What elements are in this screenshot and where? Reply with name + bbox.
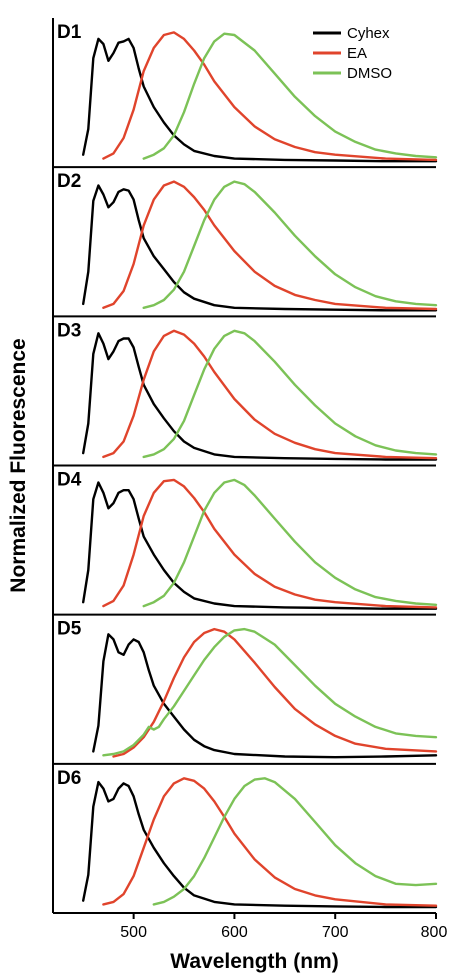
series-line-dmso-d1 xyxy=(142,32,438,160)
x-axis-title: Wavelength (nm) xyxy=(170,950,338,973)
panel-label: D1 xyxy=(57,22,82,43)
series-line-ea-d6 xyxy=(102,777,438,907)
series-line-ea-d5 xyxy=(112,627,438,758)
x-tick-label: 500 xyxy=(120,924,147,941)
series-line-cyhex-d6 xyxy=(82,780,438,909)
series-line-ea-d4 xyxy=(102,478,438,609)
legend-label-cyhex: Cyhex xyxy=(347,25,390,42)
y-axis-title: Normalized Fluorescence xyxy=(7,338,30,592)
x-tick-label: 600 xyxy=(221,924,248,941)
legend: Cyhex EA DMSO xyxy=(313,25,392,82)
panel-label: D6 xyxy=(57,768,81,789)
panel-d5: D5 xyxy=(53,619,438,765)
panel-d4: D4 xyxy=(53,470,438,616)
panel-label: D3 xyxy=(57,320,81,341)
panel-d6: D6 xyxy=(53,768,438,914)
series-line-ea-d2 xyxy=(102,180,438,311)
panel-d3: D3 xyxy=(53,320,438,467)
series-line-dmso-d6 xyxy=(152,777,438,906)
series-line-dmso-d2 xyxy=(142,180,438,309)
legend-label-dmso: DMSO xyxy=(347,65,392,82)
panel-label: D5 xyxy=(57,619,82,640)
series-line-dmso-d4 xyxy=(142,478,438,608)
legend-label-ea: EA xyxy=(347,45,367,62)
series-line-ea-d1 xyxy=(102,31,438,162)
x-tick-label: 800 xyxy=(421,924,448,941)
series-line-cyhex-d3 xyxy=(82,332,438,461)
panel-label: D4 xyxy=(57,470,82,491)
series-line-dmso-d5 xyxy=(102,627,438,757)
series-line-cyhex-d2 xyxy=(82,184,438,312)
series-line-cyhex-d5 xyxy=(92,633,438,759)
x-tick-label: 700 xyxy=(322,924,349,941)
panel-d2: D2 xyxy=(53,171,438,318)
panel-label: D2 xyxy=(57,171,81,192)
panel-d1: D1 xyxy=(53,22,438,169)
series-line-dmso-d3 xyxy=(142,329,438,459)
series-line-ea-d3 xyxy=(102,329,438,460)
